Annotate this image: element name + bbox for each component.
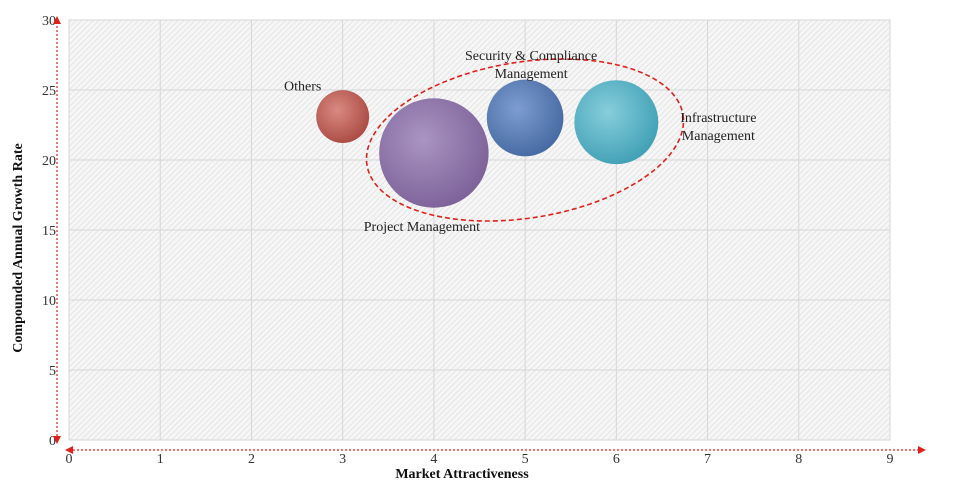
x-axis-ticks: 0 1 2 3 4 5 6 7 8 9 <box>66 452 894 467</box>
y-axis-title: Compounded Annual Growth Rate <box>11 143 26 352</box>
bubble-label-2: Security & Compliance Management <box>465 49 597 82</box>
y-tick-label: 20 <box>42 154 56 169</box>
bubble-0 <box>316 90 370 144</box>
y-tick-label: 15 <box>42 224 56 239</box>
y-tick-label: 0 <box>49 434 56 449</box>
bubble-label-line: Management <box>682 129 755 144</box>
bubble-label-line: Project Management <box>364 220 480 235</box>
x-tick-label: 3 <box>339 452 346 467</box>
grid <box>68 19 891 441</box>
x-tick-label: 6 <box>613 452 620 467</box>
x-tick-label: 9 <box>887 452 894 467</box>
x-tick-label: 8 <box>795 452 802 467</box>
bubble-1 <box>379 98 489 208</box>
y-tick-label: 5 <box>49 364 56 379</box>
bubble-2 <box>486 79 564 157</box>
y-tick-label: 30 <box>42 14 56 29</box>
bubble-3 <box>574 80 659 165</box>
y-tick-label: 10 <box>42 294 56 309</box>
x-tick-label: 5 <box>522 452 529 467</box>
x-tick-label: 7 <box>704 452 711 467</box>
bubble-label-line: Security & Compliance <box>465 49 597 64</box>
bubble-label-line: Others <box>284 80 321 95</box>
bubble-label-line: Infrastructure <box>680 111 756 126</box>
x-tick-label: 2 <box>248 452 255 467</box>
bubbles <box>316 79 659 208</box>
y-axis-ticks: 0 5 10 15 20 25 30 <box>42 14 56 449</box>
x-tick-label: 1 <box>157 452 164 467</box>
bubble-label-1: Project Management <box>364 220 480 235</box>
x-axis-title: Market Attractiveness <box>395 467 529 482</box>
bubble-label-0: Others <box>284 80 321 95</box>
bubble-label-3: Infrastructure Management <box>680 111 756 144</box>
x-tick-label: 0 <box>66 452 73 467</box>
bubble-labels: Others Project Management Security & Compl… <box>284 49 756 235</box>
y-tick-label: 25 <box>42 84 56 99</box>
x-tick-label: 4 <box>430 452 437 467</box>
bubble-label-line: Management <box>495 67 568 82</box>
highlight-group-ellipse <box>365 58 685 222</box>
